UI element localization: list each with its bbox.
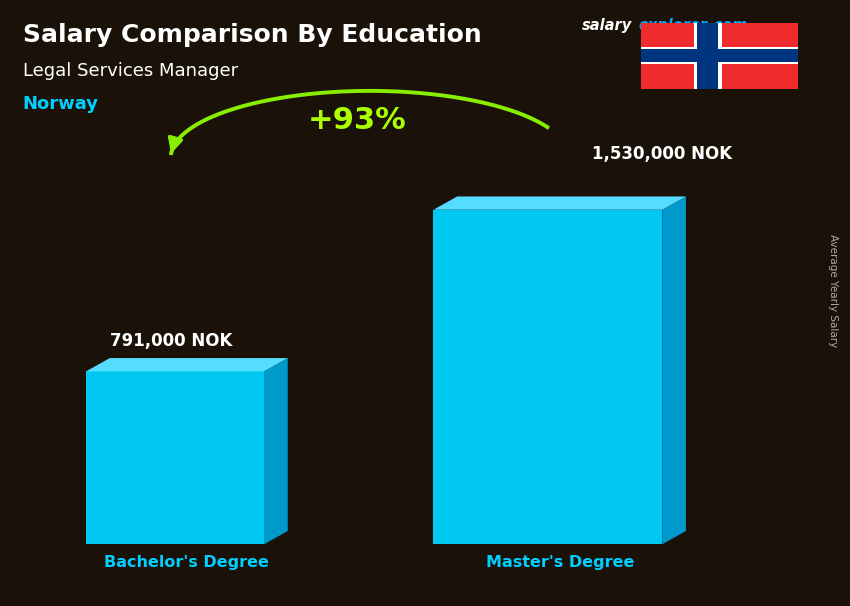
Polygon shape (641, 47, 798, 64)
Text: Average Yearly Salary: Average Yearly Salary (829, 235, 838, 348)
Text: Bachelor's Degree: Bachelor's Degree (105, 555, 269, 570)
Polygon shape (694, 22, 722, 89)
Polygon shape (86, 358, 288, 371)
Polygon shape (434, 210, 662, 544)
Polygon shape (641, 22, 798, 89)
Text: .com: .com (708, 18, 747, 33)
Text: +93%: +93% (308, 106, 406, 135)
Text: 1,530,000 NOK: 1,530,000 NOK (592, 145, 733, 163)
Text: explorer: explorer (638, 18, 707, 33)
Text: salary: salary (581, 18, 632, 33)
Polygon shape (641, 49, 798, 62)
Text: Norway: Norway (23, 95, 99, 113)
Text: Salary Comparison By Education: Salary Comparison By Education (23, 22, 481, 47)
Text: 791,000 NOK: 791,000 NOK (110, 332, 232, 350)
Polygon shape (434, 196, 686, 210)
Polygon shape (86, 371, 264, 544)
Polygon shape (698, 22, 718, 89)
Polygon shape (662, 196, 686, 544)
Text: Legal Services Manager: Legal Services Manager (23, 62, 238, 80)
Polygon shape (264, 358, 288, 544)
Text: Master's Degree: Master's Degree (485, 555, 634, 570)
